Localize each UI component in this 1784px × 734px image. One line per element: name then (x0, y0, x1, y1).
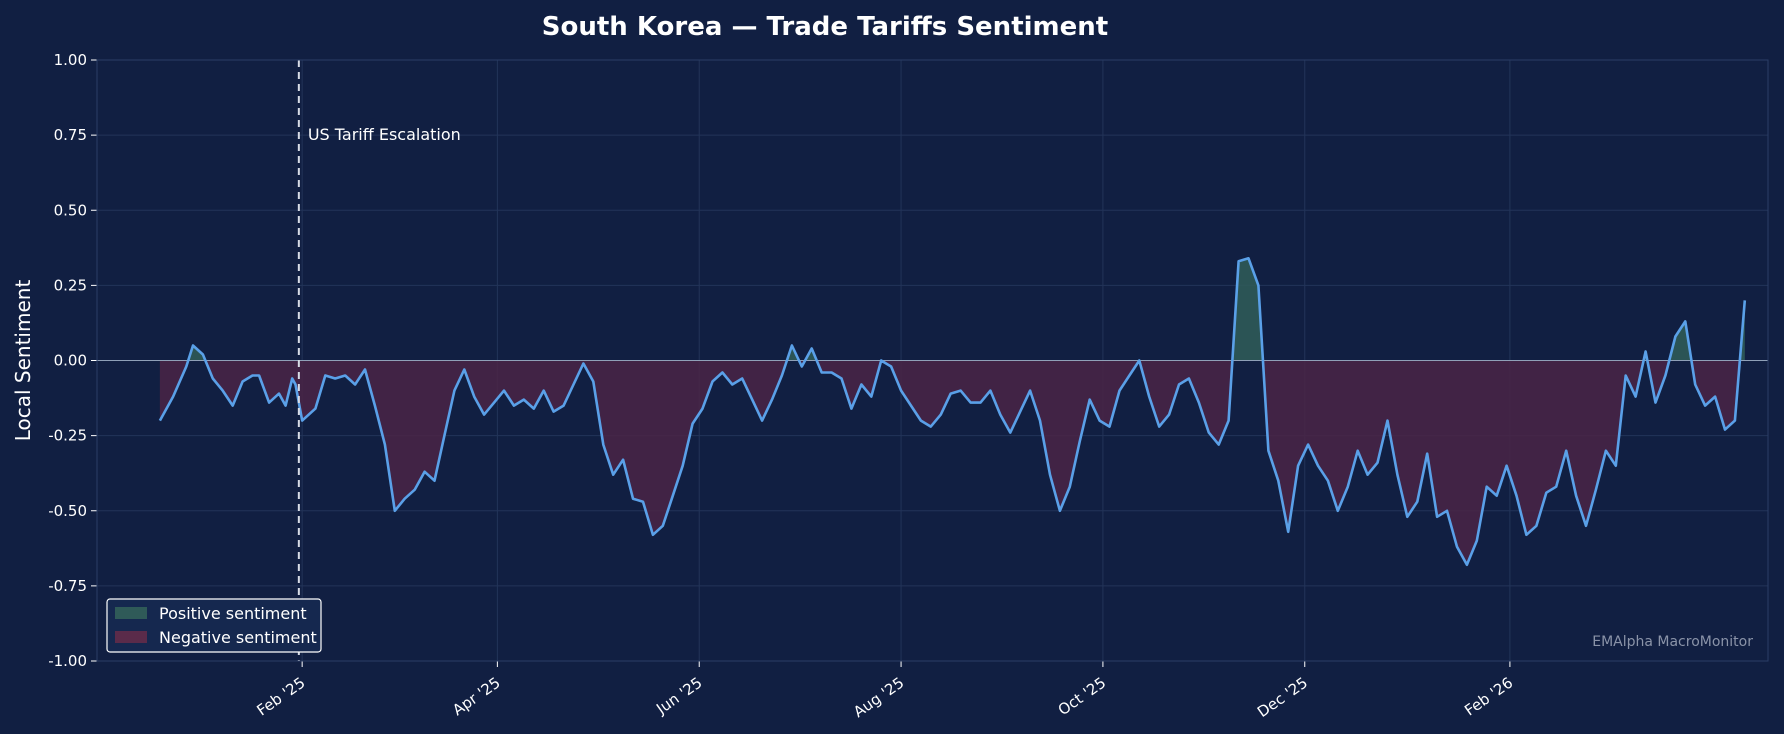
sentiment-series-line (158, 257, 1747, 567)
annotation-label: US Tariff Escalation (308, 125, 461, 144)
sentiment-line (158, 257, 1747, 567)
y-tick-label: 0.00 (54, 352, 87, 370)
legend-swatch-positive (115, 607, 147, 619)
y-tick-label: -1.00 (48, 652, 87, 670)
watermark: EMAlpha MacroMonitor (1592, 634, 1753, 650)
legend-swatch-negative (115, 631, 147, 643)
y-tick-label: 0.50 (54, 201, 87, 219)
legend-label-positive: Positive sentiment (159, 604, 307, 623)
chart-title: South Korea — Trade Tariffs Sentiment (542, 12, 1108, 42)
plot-frame (96, 59, 1769, 662)
y-tick-label: 0.25 (54, 276, 87, 294)
y-tick-label: 0.75 (54, 126, 87, 144)
negative-area (159, 360, 1740, 565)
y-tick-label: -0.25 (48, 427, 87, 445)
event-annotation: US Tariff Escalation (297, 60, 461, 661)
legend-box (106, 598, 322, 653)
y-tick-label: 1.00 (54, 51, 87, 69)
legend-label-negative: Negative sentiment (159, 628, 317, 647)
y-axis-label: Local Sentiment (11, 280, 35, 442)
y-tick-label: -0.75 (48, 577, 87, 595)
y-tick-label: -0.50 (48, 502, 87, 520)
legend: Positive sentiment Negative sentiment (106, 598, 322, 653)
sentiment-fill (159, 258, 1745, 565)
